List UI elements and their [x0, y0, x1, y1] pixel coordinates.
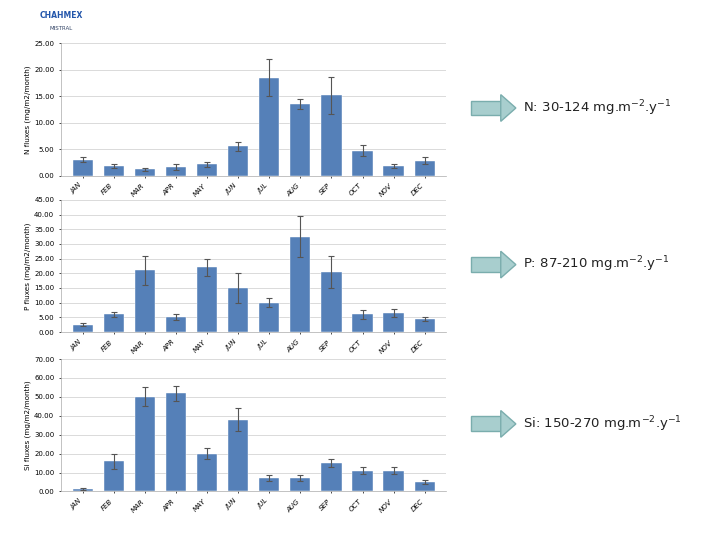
Text: Si: 150-270 mg.m$^{-2}$.y$^{-1}$: Si: 150-270 mg.m$^{-2}$.y$^{-1}$ [523, 414, 682, 434]
Bar [104, 166, 124, 176]
Bar [73, 325, 93, 332]
Bar [352, 470, 373, 491]
Bar [259, 78, 279, 176]
Bar [197, 267, 217, 332]
Bar [415, 161, 435, 176]
Bar [321, 463, 341, 491]
Bar [73, 160, 93, 176]
FancyBboxPatch shape [471, 416, 501, 431]
Text: N: 30-124 mg.m$^{-2}$.y$^{-1}$: N: 30-124 mg.m$^{-2}$.y$^{-1}$ [523, 98, 671, 118]
Bar [166, 167, 186, 176]
Bar [104, 314, 124, 332]
Polygon shape [501, 94, 516, 122]
Bar [290, 104, 310, 176]
Bar [352, 151, 373, 176]
Bar [352, 314, 373, 332]
Bar [197, 164, 217, 176]
Bar [321, 95, 341, 176]
Bar [135, 397, 156, 491]
Bar [73, 489, 93, 491]
Bar [415, 482, 435, 491]
Bar [321, 272, 341, 332]
Bar [104, 461, 124, 491]
Y-axis label: Si fluxes (mg/m2/month): Si fluxes (mg/m2/month) [24, 381, 31, 470]
Text: Deposition measurement: Results: Deposition measurement: Results [189, 5, 642, 30]
Bar [384, 313, 404, 332]
Bar [415, 319, 435, 332]
Bar [135, 169, 156, 176]
Bar [197, 454, 217, 491]
Polygon shape [501, 410, 516, 437]
Text: P: 87-210 mg.m$^{-2}$.y$^{-1}$: P: 87-210 mg.m$^{-2}$.y$^{-1}$ [523, 255, 669, 274]
Text: CHAHMEX: CHAHMEX [40, 11, 83, 21]
Bar [166, 393, 186, 491]
Bar [384, 470, 404, 491]
Bar [259, 303, 279, 332]
FancyBboxPatch shape [471, 257, 501, 272]
Bar [228, 146, 248, 176]
Y-axis label: P fluxes (mg/m2/month): P fluxes (mg/m2/month) [24, 222, 31, 309]
Bar [166, 318, 186, 332]
Text: MISTRAL: MISTRAL [50, 25, 73, 31]
Bar [384, 166, 404, 176]
Bar [228, 288, 248, 332]
Y-axis label: N fluxes (mg/m2/month): N fluxes (mg/m2/month) [24, 65, 31, 153]
Bar [135, 271, 156, 332]
FancyBboxPatch shape [471, 100, 501, 116]
Bar [290, 478, 310, 491]
Polygon shape [501, 251, 516, 278]
Bar [259, 478, 279, 491]
Bar [290, 237, 310, 332]
Bar [228, 420, 248, 491]
